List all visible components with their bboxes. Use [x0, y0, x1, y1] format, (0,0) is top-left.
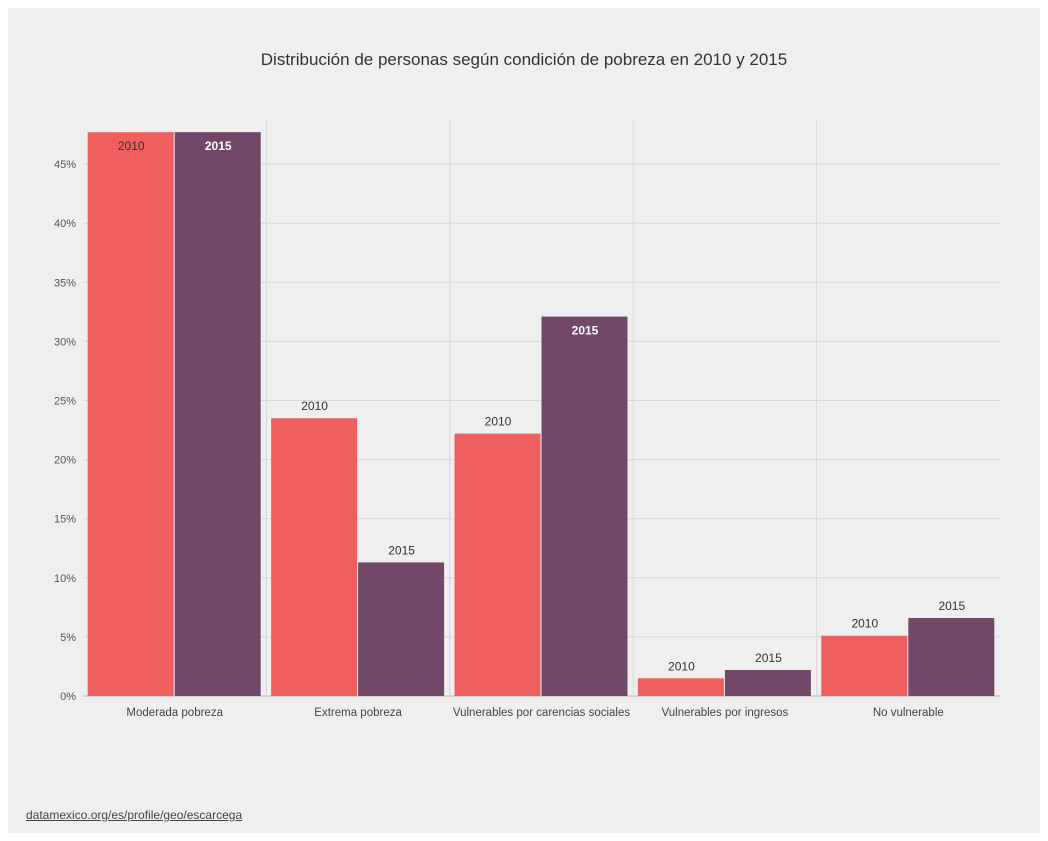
bar-value-label: 2015 [572, 324, 599, 338]
bar-2015 [358, 562, 445, 696]
bar-value-label: 2015 [205, 139, 232, 153]
bar-value-label: 2010 [118, 139, 145, 153]
bar-value-label: 2015 [388, 543, 415, 557]
bar-2010 [87, 132, 174, 696]
y-tick-label: 45% [54, 159, 76, 171]
source-link[interactable]: datamexico.org/es/profile/geo/escarcega [26, 808, 243, 822]
bar-2015 [724, 669, 811, 696]
y-tick-label: 40% [54, 218, 76, 230]
bar-value-label: 2010 [485, 415, 512, 429]
x-category-label: No vulnerable [873, 707, 944, 719]
y-tick-label: 10% [54, 573, 76, 585]
x-category-label: Vulnerables por carencias sociales [453, 707, 631, 719]
y-tick-label: 35% [54, 277, 76, 289]
y-tick-label: 25% [54, 396, 76, 408]
x-category-label: Moderada pobreza [126, 707, 223, 719]
y-tick-label: 20% [54, 455, 76, 467]
bar-2015 [908, 617, 995, 696]
bar-value-label: 2015 [938, 599, 965, 613]
bar-value-label: 2010 [668, 659, 695, 673]
bar-2015 [541, 316, 628, 696]
chart-title: Distribución de personas según condición… [260, 50, 788, 69]
y-tick-label: 0% [60, 691, 76, 703]
bar-value-label: 2010 [301, 399, 328, 413]
y-tick-label: 30% [54, 336, 76, 348]
y-tick-label: 5% [60, 632, 76, 644]
x-category-label: Extrema pobreza [314, 707, 402, 719]
x-category-label: Vulnerables por ingresos [662, 707, 789, 719]
bar-2010 [637, 678, 724, 696]
y-tick-label: 15% [54, 514, 76, 526]
bar-2010 [271, 418, 358, 696]
bar-2010 [821, 635, 908, 696]
bar-2010 [454, 433, 541, 696]
bar-2015 [174, 132, 261, 696]
bar-value-label: 2015 [755, 651, 782, 665]
bar-value-label: 2010 [851, 617, 878, 631]
